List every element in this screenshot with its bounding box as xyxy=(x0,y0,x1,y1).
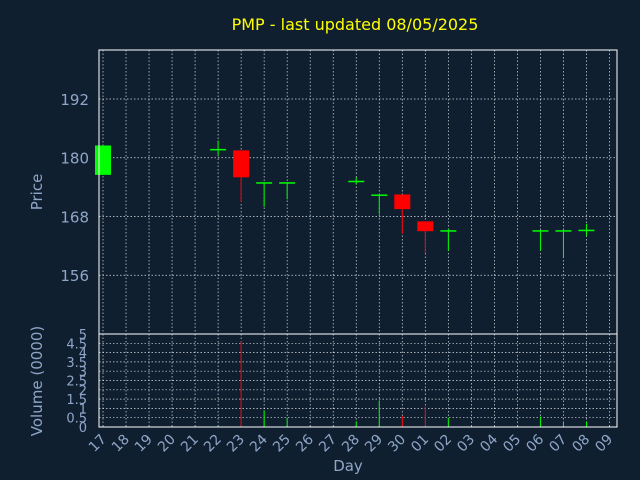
x-tick-label: 01 xyxy=(408,432,432,456)
x-tick-label: 09 xyxy=(592,432,616,456)
x-tick-label: 07 xyxy=(546,432,570,456)
x-tick-label: 28 xyxy=(339,432,363,456)
x-tick-label: 02 xyxy=(431,432,455,456)
x-tick-label: 05 xyxy=(500,432,524,456)
candle-body xyxy=(233,150,250,178)
volume-tick-label: 1.5 xyxy=(66,393,87,408)
candle-body xyxy=(348,180,365,183)
x-tick-label: 03 xyxy=(454,432,478,456)
price-tick-label: 192 xyxy=(60,91,89,109)
price-tick-label: 168 xyxy=(60,208,89,226)
candle-body xyxy=(555,230,572,232)
volume-tick-label: 3 xyxy=(79,365,87,380)
candle-body xyxy=(256,182,273,184)
volume-tick-label: 4.5 xyxy=(66,337,87,352)
x-tick-label: 21 xyxy=(178,432,202,456)
volume-tick-label: 0 xyxy=(79,421,87,436)
x-tick-label: 23 xyxy=(224,432,248,456)
volume-tick-label: 3.5 xyxy=(66,356,87,371)
x-tick-label: 27 xyxy=(316,432,340,456)
x-tick-label: 18 xyxy=(109,432,133,456)
volume-axis-label: Volume (0000) xyxy=(28,326,46,436)
candle-body xyxy=(440,230,457,232)
candle-body xyxy=(394,194,411,210)
x-tick-label: 06 xyxy=(523,431,547,455)
price-axis-label: Price xyxy=(28,174,46,211)
volume-tick-label: 2.5 xyxy=(66,375,87,390)
price-tick-label: 180 xyxy=(60,150,89,168)
x-tick-label: 26 xyxy=(293,431,317,455)
candle-body xyxy=(210,148,227,151)
x-tick-label: 30 xyxy=(385,432,409,456)
x-tick-label: 24 xyxy=(247,431,271,455)
volume-panel-frame xyxy=(98,333,618,428)
x-tick-label: 29 xyxy=(362,432,386,456)
price-panel-frame xyxy=(98,49,618,335)
x-tick-label: 22 xyxy=(201,432,225,456)
candle-body xyxy=(578,229,595,232)
candle-body xyxy=(417,221,434,232)
volume-tick-label: 2 xyxy=(79,384,87,399)
volume-tick-label: 5 xyxy=(79,328,87,343)
price-tick-label: 156 xyxy=(60,267,89,285)
candle-body xyxy=(279,182,296,184)
x-tick-label: 08 xyxy=(569,432,593,456)
volume-tick-label: 1 xyxy=(79,402,87,417)
candle-body xyxy=(532,230,549,232)
x-tick-label: 25 xyxy=(270,432,294,456)
x-tick-label: 20 xyxy=(155,432,179,456)
candle-body xyxy=(95,145,111,175)
x-axis-label: Day xyxy=(333,457,363,475)
volume-tick-label: 0.5 xyxy=(66,412,87,427)
volume-tick-label: 4 xyxy=(79,347,87,362)
x-tick-label: 17 xyxy=(86,432,110,456)
candle-body xyxy=(371,194,388,196)
chart-title: PMP - last updated 08/05/2025 xyxy=(232,15,479,34)
x-tick-label: 04 xyxy=(477,431,501,455)
x-tick-label: 19 xyxy=(132,432,156,456)
